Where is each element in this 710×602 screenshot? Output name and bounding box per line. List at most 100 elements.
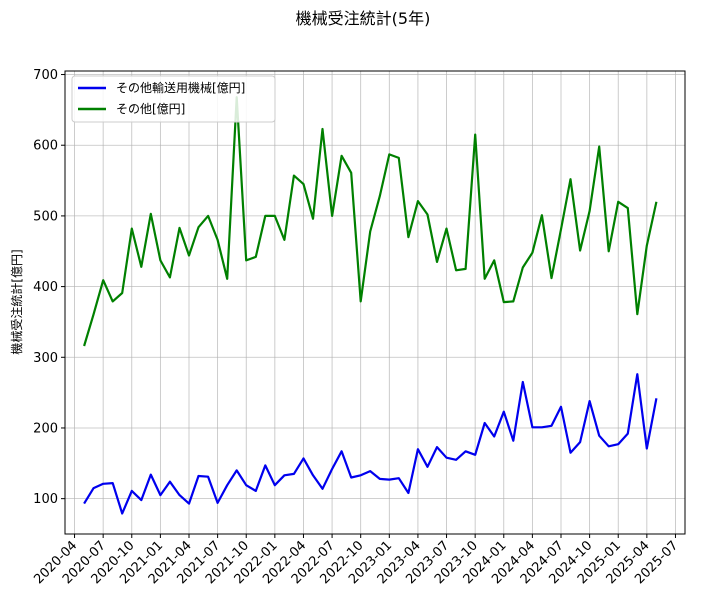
- data-point: [484, 278, 486, 280]
- data-point: [579, 249, 581, 251]
- data-point: [579, 441, 581, 443]
- data-point: [293, 174, 295, 176]
- y-tick-label: 600: [33, 139, 58, 154]
- data-point: [445, 457, 447, 459]
- data-point: [321, 488, 323, 490]
- data-point: [197, 226, 199, 228]
- data-point: [245, 259, 247, 261]
- data-point: [264, 464, 266, 466]
- data-point: [512, 300, 514, 302]
- data-point: [522, 266, 524, 268]
- data-point: [312, 218, 314, 220]
- data-point: [484, 422, 486, 424]
- y-axis: 100 200 300 400 500 600 700: [33, 68, 65, 507]
- data-point: [503, 411, 505, 413]
- data-point: [255, 490, 257, 492]
- data-point: [188, 254, 190, 256]
- data-point: [245, 484, 247, 486]
- data-point: [455, 269, 457, 271]
- data-point: [216, 239, 218, 241]
- y-tick-label: 500: [33, 209, 58, 224]
- data-point: [369, 470, 371, 472]
- data-point: [388, 478, 390, 480]
- data-point: [646, 244, 648, 246]
- data-point: [436, 261, 438, 263]
- data-point: [560, 406, 562, 408]
- data-point: [216, 502, 218, 504]
- data-point: [302, 183, 304, 185]
- data-point: [569, 178, 571, 180]
- data-point: [598, 145, 600, 147]
- data-point: [608, 250, 610, 252]
- data-point: [560, 228, 562, 230]
- x-axis: 2020-042020-072020-102021-012021-042021-…: [31, 534, 681, 587]
- data-point: [331, 468, 333, 470]
- data-point: [445, 227, 447, 229]
- data-point: [140, 266, 142, 268]
- data-point: [455, 459, 457, 461]
- data-point: [503, 301, 505, 303]
- data-point: [188, 502, 190, 504]
- data-point: [102, 483, 104, 485]
- data-point: [531, 426, 533, 428]
- data-point: [588, 210, 590, 212]
- data-point: [474, 454, 476, 456]
- data-point: [541, 426, 543, 428]
- data-point: [598, 435, 600, 437]
- data-point: [102, 279, 104, 281]
- data-point: [83, 502, 85, 504]
- data-point: [197, 475, 199, 477]
- data-point: [226, 484, 228, 486]
- data-point: [627, 207, 629, 209]
- data-point: [655, 201, 657, 203]
- data-point: [350, 476, 352, 478]
- data-point: [350, 172, 352, 174]
- data-point: [398, 157, 400, 159]
- data-point: [464, 268, 466, 270]
- y-tick-label: 700: [33, 68, 58, 83]
- legend-box: [71, 75, 276, 123]
- data-point: [617, 443, 619, 445]
- data-point: [369, 230, 371, 232]
- data-point: [331, 215, 333, 217]
- data-point: [617, 201, 619, 203]
- chart-title: 機械受注統計(5年): [296, 9, 431, 28]
- data-point: [531, 252, 533, 254]
- data-point: [417, 200, 419, 202]
- data-point: [150, 473, 152, 475]
- data-point: [360, 300, 362, 302]
- data-point: [255, 256, 257, 258]
- data-point: [178, 494, 180, 496]
- data-point: [321, 128, 323, 130]
- data-point: [226, 278, 228, 280]
- data-point: [436, 446, 438, 448]
- data-point: [398, 477, 400, 479]
- data-point: [274, 484, 276, 486]
- series-line-1: [83, 96, 658, 347]
- data-point: [636, 313, 638, 315]
- data-point: [474, 133, 476, 135]
- data-point: [302, 457, 304, 459]
- y-tick-label: 300: [33, 351, 58, 366]
- data-point: [550, 277, 552, 279]
- data-point: [121, 292, 123, 294]
- data-point: [636, 373, 638, 375]
- data-point: [159, 494, 161, 496]
- data-point: [541, 214, 543, 216]
- data-point: [293, 473, 295, 475]
- grid-layer: [65, 71, 685, 534]
- data-point: [159, 259, 161, 261]
- y-tick-label: 200: [33, 421, 58, 436]
- y-tick-label: 100: [33, 492, 58, 507]
- data-point: [646, 447, 648, 449]
- data-point: [112, 482, 114, 484]
- series-line-0: [83, 373, 658, 515]
- data-point: [426, 213, 428, 215]
- data-point: [627, 432, 629, 434]
- y-tick-label: 400: [33, 280, 58, 295]
- data-point: [655, 397, 657, 399]
- plot-frame: [64, 70, 686, 535]
- data-point: [150, 213, 152, 215]
- data-point: [131, 227, 133, 229]
